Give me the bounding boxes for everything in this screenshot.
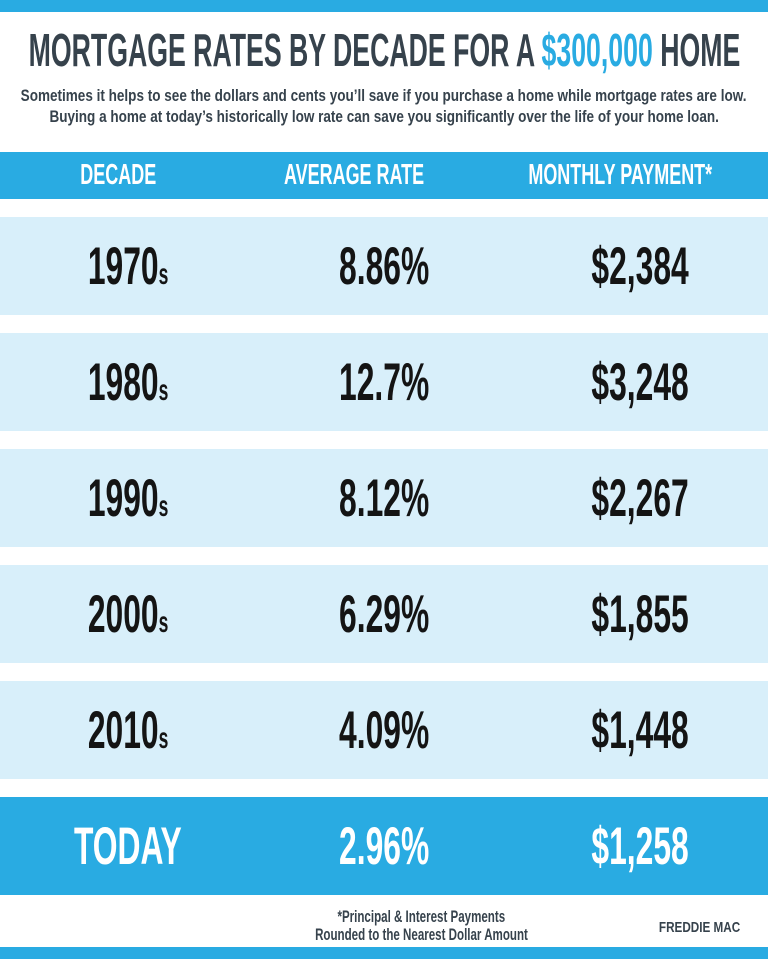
- footnote: *Principal & Interest Payments Rounded t…: [74, 908, 768, 943]
- cell-average-rate: 8.12%: [256, 449, 512, 547]
- cell-decade: 2010s: [0, 681, 256, 779]
- decade-value: 1990s: [88, 468, 168, 529]
- payment-value: $2,384: [591, 236, 689, 296]
- cell-monthly-payment: $3,248: [512, 333, 768, 431]
- table-row-1990s: 1990s 8.12% $2,267: [0, 449, 768, 548]
- column-header-monthly-payment-label: MONTHLY PAYMENT*: [527, 159, 712, 192]
- column-header-decade: DECADE: [0, 152, 236, 199]
- page-title: MORTGAGE RATES BY DECADE FOR A $300,000 …: [0, 27, 768, 73]
- cell-decade: 1990s: [0, 449, 256, 547]
- decade-value: 2010s: [88, 700, 168, 761]
- title-highlight-price: $300,000: [541, 24, 653, 76]
- payment-value: $1,448: [591, 700, 689, 760]
- title-suffix: HOME: [652, 24, 740, 76]
- table-row-2000s: 2000s 6.29% $1,855: [0, 565, 768, 664]
- decade-suffix: s: [158, 374, 169, 407]
- cell-average-rate: 4.09%: [256, 681, 512, 779]
- decade-value: TODAY: [74, 816, 182, 877]
- decade-number: 1990: [87, 468, 159, 528]
- cell-monthly-payment: $1,258: [512, 797, 768, 895]
- footnote-line-1: *Principal & Interest Payments: [337, 907, 505, 927]
- payment-value: $1,258: [591, 816, 689, 876]
- cell-monthly-payment: $1,855: [512, 565, 768, 663]
- table-row-today: TODAY 2.96% $1,258: [0, 797, 768, 896]
- subtitle: Sometimes it helps to see the dollars an…: [0, 86, 768, 128]
- column-header-monthly-payment: MONTHLY PAYMENT*: [472, 152, 768, 199]
- cell-decade: 2000s: [0, 565, 256, 663]
- decade-number: 2000: [87, 584, 159, 644]
- decade-value: 1980s: [88, 352, 168, 413]
- decade-suffix: s: [158, 606, 169, 639]
- column-header-average-rate-label: AVERAGE RATE: [283, 159, 424, 192]
- table-row-2010s: 2010s 4.09% $1,448: [0, 681, 768, 780]
- decade-suffix: s: [158, 258, 169, 291]
- cell-average-rate: 12.7%: [256, 333, 512, 431]
- decade-value: 1970s: [88, 236, 168, 297]
- decade-suffix: s: [158, 490, 169, 523]
- rate-value: 2.96%: [338, 816, 430, 876]
- decade-number: TODAY: [74, 816, 182, 876]
- cell-average-rate: 2.96%: [256, 797, 512, 895]
- page-title-text: MORTGAGE RATES BY DECADE FOR A $300,000 …: [28, 27, 740, 73]
- decade-value: 2000s: [88, 584, 168, 645]
- decade-number: 2010: [87, 700, 159, 760]
- column-header-average-rate: AVERAGE RATE: [236, 152, 472, 199]
- rates-table: DECADE AVERAGE RATE MONTHLY PAYMENT* 197…: [0, 152, 768, 896]
- cell-average-rate: 6.29%: [256, 565, 512, 663]
- rate-value: 8.86%: [338, 236, 430, 296]
- rate-value: 6.29%: [338, 584, 430, 644]
- decade-suffix: s: [158, 722, 169, 755]
- subtitle-line-2: Buying a home at today’s historically lo…: [49, 108, 719, 127]
- cell-decade: TODAY: [0, 797, 256, 895]
- cell-monthly-payment: $2,384: [512, 217, 768, 315]
- source-label: FREDDIE MAC: [658, 919, 740, 936]
- subtitle-line-1: Sometimes it helps to see the dollars an…: [21, 87, 747, 105]
- cell-monthly-payment: $1,448: [512, 681, 768, 779]
- table-row-1980s: 1980s 12.7% $3,248: [0, 333, 768, 432]
- cell-average-rate: 8.86%: [256, 217, 512, 315]
- decade-number: 1970: [87, 236, 159, 296]
- bottom-accent-bar: [0, 947, 768, 959]
- rate-value: 8.12%: [338, 468, 430, 528]
- table-header-row: DECADE AVERAGE RATE MONTHLY PAYMENT*: [0, 152, 768, 200]
- cell-monthly-payment: $2,267: [512, 449, 768, 547]
- cell-decade: 1980s: [0, 333, 256, 431]
- payment-value: $1,855: [591, 584, 689, 644]
- payment-value: $3,248: [591, 352, 689, 412]
- footnote-line-2: Rounded to the Nearest Dollar Amount: [314, 924, 528, 944]
- payment-value: $2,267: [591, 468, 689, 528]
- rate-value: 4.09%: [338, 700, 430, 760]
- rate-value: 12.7%: [338, 352, 430, 412]
- top-accent-bar: [0, 0, 768, 12]
- title-prefix: MORTGAGE RATES BY DECADE FOR A: [28, 24, 542, 76]
- cell-decade: 1970s: [0, 217, 256, 315]
- table-row-1970s: 1970s 8.86% $2,384: [0, 217, 768, 316]
- column-header-decade-label: DECADE: [79, 159, 156, 192]
- decade-number: 1980: [87, 352, 159, 412]
